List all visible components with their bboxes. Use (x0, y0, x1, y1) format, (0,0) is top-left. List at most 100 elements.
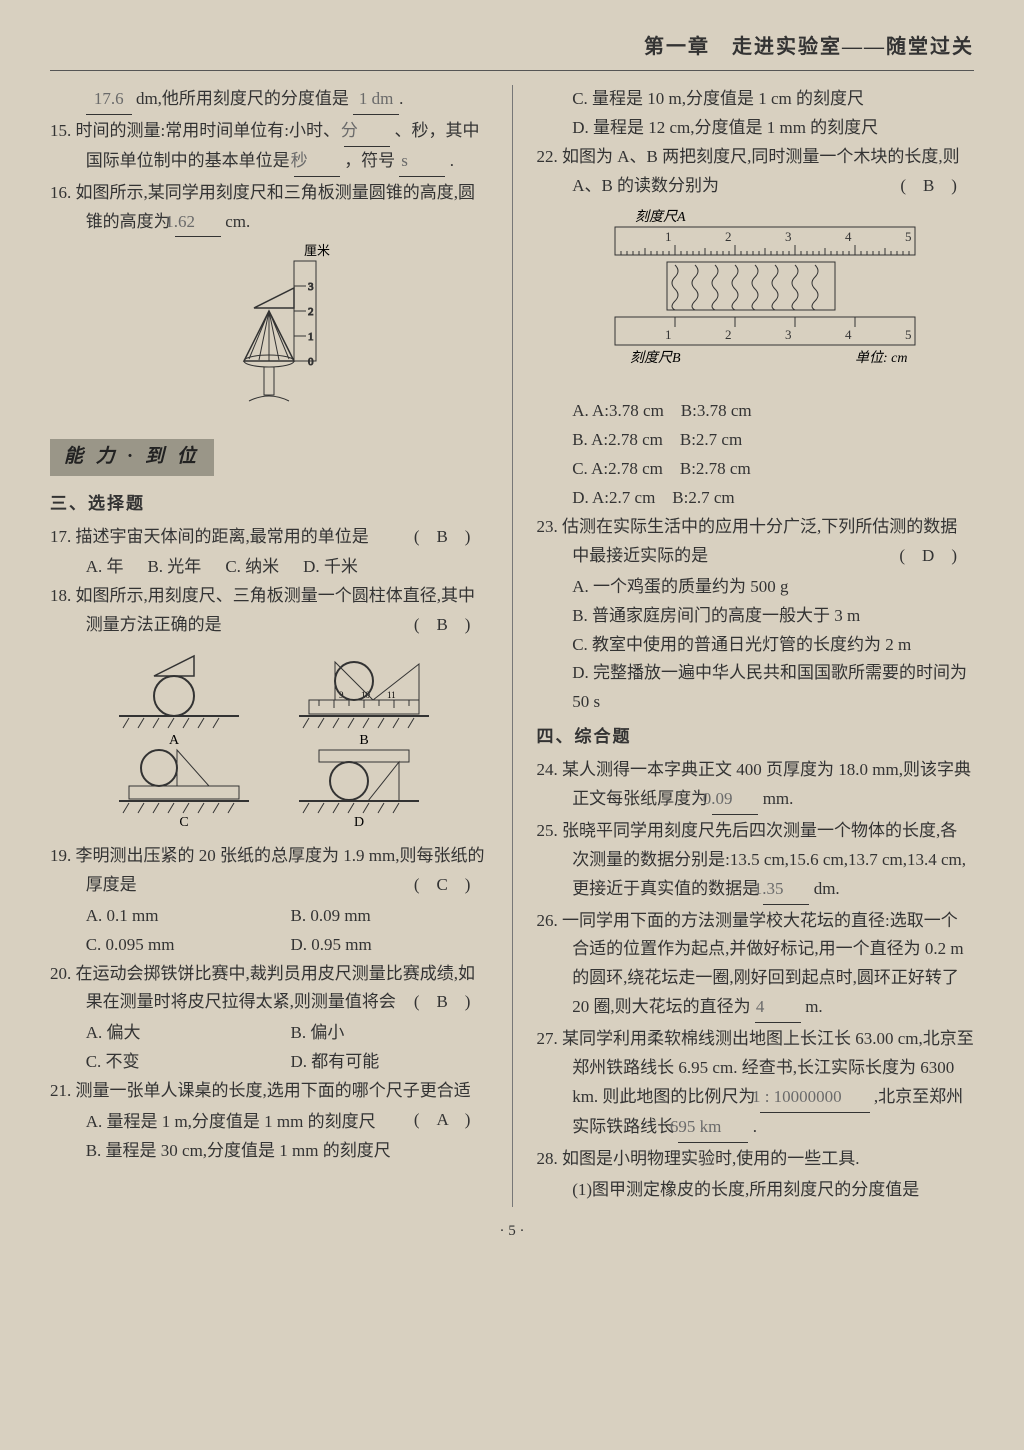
q17-answer: ( B ) (450, 523, 484, 552)
text: . (450, 151, 454, 170)
text: mm. (763, 789, 794, 808)
cone-figure: 厘米 0 1 2 3 (50, 243, 488, 423)
svg-text:B: B (359, 733, 368, 748)
blank-14a: 17.6 (86, 85, 132, 115)
opt-c: C. 0.095 mm (86, 931, 267, 960)
column-divider (512, 85, 513, 1207)
q17: 17. 描述宇宙天体间的距离,最常用的单位是 ( B ) (50, 523, 488, 552)
q19: 19. 李明测出压紧的 20 张纸的总厚度为 1.9 mm,则每张纸的厚度是 (… (50, 842, 488, 900)
text: 18. 如图所示,用刻度尺、三角板测量一个圆柱体直径,其中测量方法正确的是 (50, 586, 475, 634)
text: 16. 如图所示,某同学用刻度尺和三角板测量圆锥的高度,圆锥的高度为 (50, 183, 475, 231)
svg-text:D: D (354, 815, 364, 826)
q20-answer: ( B ) (450, 988, 484, 1017)
svg-text:1: 1 (665, 229, 672, 244)
blank-27a: 1 : 10000000 (760, 1083, 870, 1113)
page-number: · 5 · (50, 1219, 974, 1245)
svg-text:2: 2 (308, 306, 314, 318)
q21: 21. 测量一张单人课桌的长度,选用下面的哪个尺子更合适 ( A ) (50, 1077, 488, 1106)
q26: 26. 一同学用下面的方法测量学校大花坛的直径:选取一个合适的位置作为起点,并做… (537, 907, 975, 1024)
two-column-layout: 17.6 dm,他所用刻度尺的分度值是 1 dm. 15. 时间的测量:常用时间… (50, 85, 974, 1207)
svg-text:3: 3 (308, 281, 314, 293)
blank-15a: 分 (344, 117, 390, 147)
opt-d: D. 千米 (303, 553, 358, 582)
opt-a: A. 0.1 mm (86, 902, 267, 931)
svg-text:5: 5 (905, 327, 912, 342)
text: 26. 一同学用下面的方法测量学校大花坛的直径:选取一个合适的位置作为起点,并做… (537, 911, 964, 1017)
q22-opt-c: C. A:2.78 cm B:2.78 cm (537, 455, 975, 484)
q24: 24. 某人测得一本字典正文 400 页厚度为 18.0 mm,则该字典正文每张… (537, 756, 975, 815)
blank-27b: 695 km (678, 1113, 748, 1143)
text: 15. 时间的测量:常用时间单位有:小时、 (50, 121, 340, 140)
q28: 28. 如图是小明物理实验时,使用的一些工具. (537, 1145, 975, 1174)
q27: 27. 某同学利用柔软棉线测出地图上长江长 63.00 cm,北京至郑州铁路线长… (537, 1025, 975, 1143)
q16: 16. 如图所示,某同学用刻度尺和三角板测量圆锥的高度,圆锥的高度为 1.62 … (50, 179, 488, 238)
opt-b: B. 偏小 (291, 1019, 472, 1048)
opt-d: D. 0.95 mm (291, 931, 472, 960)
svg-text:0: 0 (308, 356, 314, 368)
blank-15c: s (399, 147, 445, 177)
q22: 22. 如图为 A、B 两把刻度尺,同时测量一个木块的长度,则 A、B 的读数分… (537, 143, 975, 201)
q20: 20. 在运动会掷铁饼比赛中,裁判员用皮尺测量比赛成绩,如果在测量时将皮尺拉得太… (50, 960, 488, 1018)
text: dm. (814, 879, 840, 898)
q17-options: A. 年 B. 光年 C. 纳米 D. 千米 (50, 553, 488, 582)
blank-16: 1.62 (175, 208, 221, 238)
text: ，符号 (344, 151, 395, 170)
text: 23. 估测在实际生活中的应用十分广泛,下列所估测的数据中最接近实际的是 (537, 517, 958, 565)
text: dm,他所用刻度尺的分度值是 (136, 89, 349, 108)
opt-a: A. 偏大 (86, 1019, 267, 1048)
text: 21. 测量一张单人课桌的长度,选用下面的哪个尺子更合适 (50, 1081, 471, 1100)
text: cm. (225, 212, 250, 231)
q23: 23. 估测在实际生活中的应用十分广泛,下列所估测的数据中最接近实际的是 ( D… (537, 513, 975, 571)
q21-opt-c: C. 量程是 10 m,分度值是 1 cm 的刻度尺 (537, 85, 975, 114)
q21-opt-d: D. 量程是 12 cm,分度值是 1 mm 的刻度尺 (537, 114, 975, 143)
opt-c: C. 纳米 (225, 553, 279, 582)
svg-text:A: A (169, 733, 180, 748)
svg-text:3: 3 (785, 327, 792, 342)
svg-text:2: 2 (725, 229, 732, 244)
q22-figure: 刻度尺A 1 2 3 4 5 1 2 (537, 207, 975, 392)
q14-continuation: 17.6 dm,他所用刻度尺的分度值是 1 dm. (50, 85, 488, 115)
svg-text:3: 3 (785, 229, 792, 244)
q19-answer: ( C ) (450, 871, 484, 900)
svg-text:1: 1 (308, 331, 314, 343)
q22-opt-d: D. A:2.7 cm B:2.7 cm (537, 484, 975, 513)
q18: 18. 如图所示,用刻度尺、三角板测量一个圆柱体直径,其中测量方法正确的是 ( … (50, 582, 488, 640)
svg-text:刻度尺B: 刻度尺B (630, 350, 681, 366)
right-column: C. 量程是 10 m,分度值是 1 cm 的刻度尺 D. 量程是 12 cm,… (537, 85, 975, 1207)
blank-14b: 1 dm (353, 85, 399, 115)
q18-figures: A 9 10 11 B (50, 646, 488, 836)
opt-b: B. 光年 (147, 553, 201, 582)
text: 20. 在运动会掷铁饼比赛中,裁判员用皮尺测量比赛成绩,如果在测量时将皮尺拉得太… (50, 964, 475, 1012)
svg-text:刻度尺A: 刻度尺A (635, 209, 686, 225)
opt-d: D. 都有可能 (291, 1048, 472, 1077)
section-3-title: 三、选择题 (50, 490, 488, 519)
q23-answer: ( D ) (935, 542, 970, 571)
q15: 15. 时间的测量:常用时间单位有:小时、 分 、秒，其中国际单位制中的基本单位… (50, 117, 488, 177)
svg-text:2: 2 (725, 327, 732, 342)
q21-opt-b: B. 量程是 30 cm,分度值是 1 mm 的刻度尺 (50, 1137, 488, 1166)
text: m. (805, 997, 822, 1016)
svg-text:11: 11 (387, 690, 396, 700)
svg-text:C: C (179, 815, 188, 826)
blank-26: 4 (755, 993, 801, 1023)
blank-15b: 秒 (294, 147, 340, 177)
q18-answer: ( B ) (450, 611, 484, 640)
left-column: 17.6 dm,他所用刻度尺的分度值是 1 dm. 15. 时间的测量:常用时间… (50, 85, 488, 1207)
opt-b: B. 0.09 mm (291, 902, 472, 931)
q23-opt-a: A. 一个鸡蛋的质量约为 500 g (537, 573, 975, 602)
q22-opt-b: B. A:2.78 cm B:2.7 cm (537, 426, 975, 455)
q23-opt-c: C. 教室中使用的普通日光灯管的长度约为 2 m (537, 631, 975, 660)
q19-options: A. 0.1 mm B. 0.09 mm C. 0.095 mm D. 0.95… (50, 902, 488, 960)
q28-sub1: (1)图甲测定橡皮的长度,所用刻度尺的分度值是 (537, 1176, 975, 1205)
section-4-title: 四、综合题 (537, 723, 975, 752)
q23-opt-b: B. 普通家庭房间门的高度一般大于 3 m (537, 602, 975, 631)
opt-c: C. 不变 (86, 1048, 267, 1077)
q22-answer: ( B ) (936, 172, 970, 201)
blank-25: 1.35 (763, 875, 809, 905)
svg-text:1: 1 (665, 327, 672, 342)
q22-opt-a: A. A:3.78 cm B:3.78 cm (537, 397, 975, 426)
text: 25. 张晓平同学用刻度尺先后四次测量一个物体的长度,各次测量的数据分别是:13… (537, 821, 967, 898)
svg-text:单位: cm: 单位: cm (855, 350, 908, 366)
text: 17. 描述宇宙天体间的距离,最常用的单位是 (50, 527, 369, 546)
q21-answer: ( A ) (450, 1106, 484, 1135)
